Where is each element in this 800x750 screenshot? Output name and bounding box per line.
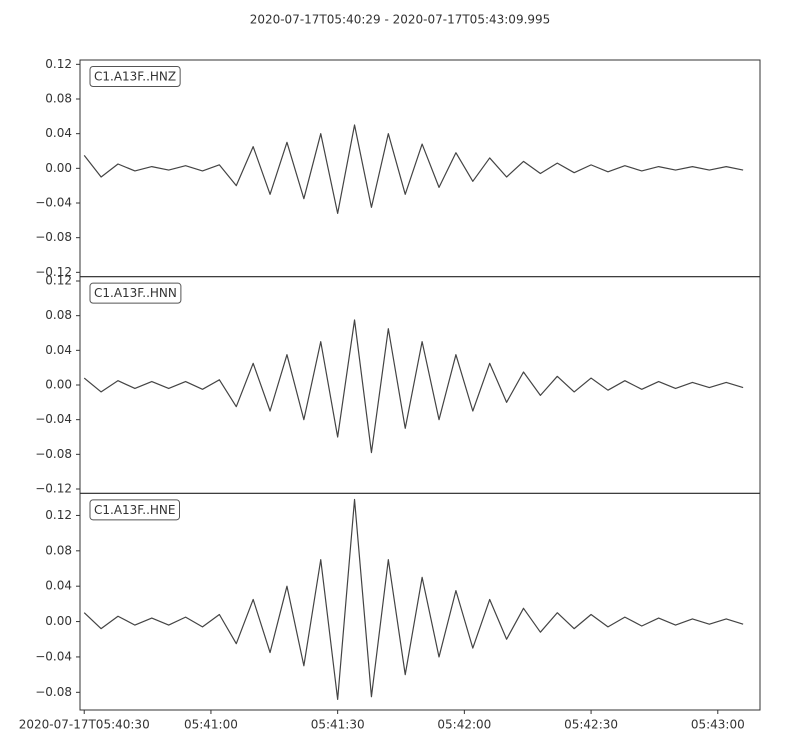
- y-tick-label: 0.08: [45, 308, 72, 322]
- trace-label-box: [89, 66, 181, 87]
- x-tick-label: 05:42:00: [437, 718, 491, 732]
- trace-label-box: [89, 499, 180, 521]
- x-tick-label: 05:41:00: [184, 718, 238, 732]
- panel-frame: [79, 492, 761, 711]
- trace-label: C1.A13F..HNE: [94, 503, 176, 517]
- y-tick-label: 0.12: [45, 508, 72, 522]
- y-tick-label: −0.04: [35, 649, 72, 663]
- y-tick-label: −0.08: [35, 230, 72, 244]
- trace-label: C1.A13F..HNZ: [94, 70, 176, 84]
- x-tick-label: 05:43:00: [691, 718, 745, 732]
- y-tick-label: −0.04: [35, 412, 72, 426]
- x-tick-label: 05:41:30: [311, 718, 365, 732]
- y-tick-label: 0.04: [45, 343, 72, 357]
- x-tick-label: 2020-07-17T05:40:30: [19, 718, 150, 732]
- trace: [83, 319, 744, 454]
- y-tick-label: −0.12: [35, 482, 72, 496]
- panel-frame: [79, 59, 761, 278]
- y-tick-label: 0.04: [45, 126, 72, 140]
- y-tick-label: −0.12: [35, 265, 72, 279]
- panel-frame: [79, 276, 761, 494]
- trace: [83, 498, 744, 700]
- trace-label-box: [89, 282, 182, 304]
- y-tick-label: 0.08: [45, 543, 72, 557]
- x-tick-label: 05:42:30: [564, 718, 618, 732]
- y-tick-label: 0.12: [45, 57, 72, 71]
- y-tick-label: 0.12: [45, 274, 72, 288]
- y-tick-label: 0.00: [45, 378, 72, 392]
- trace-label: C1.A13F..HNN: [94, 286, 177, 300]
- y-tick-label: 0.00: [45, 614, 72, 628]
- figure-title: 2020-07-17T05:40:29 - 2020-07-17T05:43:0…: [250, 13, 551, 27]
- y-tick-label: 0.08: [45, 92, 72, 106]
- y-tick-label: −0.08: [35, 685, 72, 699]
- y-tick-label: 0.04: [45, 579, 72, 593]
- y-tick-label: 0.00: [45, 161, 72, 175]
- y-tick-label: −0.08: [35, 447, 72, 461]
- y-tick-label: −0.04: [35, 196, 72, 210]
- trace: [83, 124, 744, 214]
